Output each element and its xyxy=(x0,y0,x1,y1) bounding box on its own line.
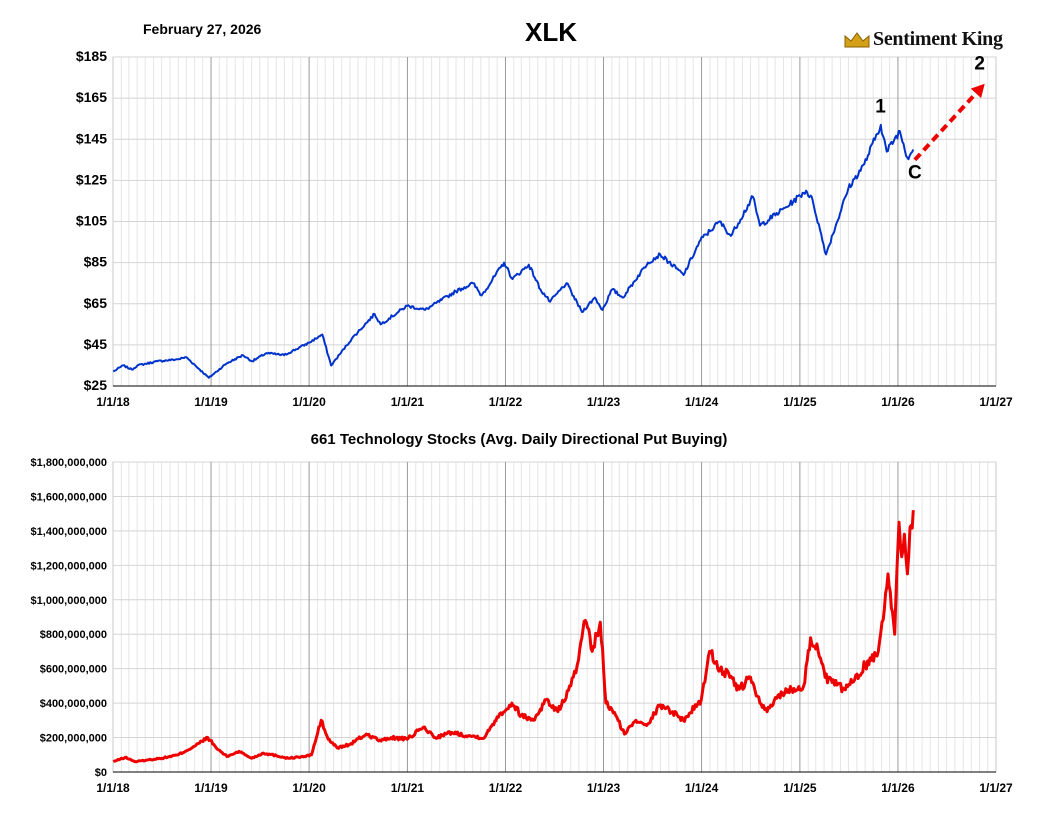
price-series-line xyxy=(112,123,915,379)
price-x-tick-label: 1/1/26 xyxy=(881,395,915,409)
wave-label-2: 2 xyxy=(974,53,985,74)
price-x-tick-label: 1/1/18 xyxy=(96,395,130,409)
wave-label-c: C xyxy=(908,162,922,183)
put-y-tick-label: $600,000,000 xyxy=(40,664,107,676)
put-y-tick-label: $1,600,000,000 xyxy=(31,491,107,503)
chart-date: February 27, 2026 xyxy=(143,21,262,37)
price-y-tick-label: $25 xyxy=(84,377,108,393)
chart-title: XLK xyxy=(525,17,577,47)
put-x-tick-label: 1/1/23 xyxy=(587,781,621,795)
price-x-tick-label: 1/1/19 xyxy=(194,395,228,409)
brand-logo-text: Sentiment King xyxy=(873,28,1003,50)
price-x-tick-label: 1/1/20 xyxy=(292,395,326,409)
price-y-tick-label: $125 xyxy=(76,171,107,187)
brand-logo: Sentiment King xyxy=(843,28,1003,51)
put-series-line xyxy=(112,510,915,764)
price-y-tick-label: $145 xyxy=(76,130,107,146)
put-y-tick-label: $400,000,000 xyxy=(40,698,107,710)
put-x-tick-label: 1/1/27 xyxy=(979,781,1013,795)
price-x-tick-label: 1/1/27 xyxy=(979,395,1013,409)
put-x-tick-label: 1/1/21 xyxy=(391,781,425,795)
price-y-tick-label: $65 xyxy=(84,295,108,311)
put-minor-grid xyxy=(120,462,989,772)
projection-arrow-shaft xyxy=(913,91,978,162)
price-x-tick-label: 1/1/23 xyxy=(587,395,621,409)
price-y-tick-label: $185 xyxy=(76,48,107,64)
put-x-tick-label: 1/1/19 xyxy=(194,781,228,795)
price-y-tick-label: $165 xyxy=(76,89,107,105)
put-y-tick-label: $1,000,000,000 xyxy=(31,595,107,607)
wave-label-1: 1 xyxy=(875,97,886,118)
put-x-tick-label: 1/1/22 xyxy=(489,781,523,795)
projection-arrow-head xyxy=(970,83,985,99)
price-x-tick-label: 1/1/25 xyxy=(783,395,817,409)
put-x-tick-label: 1/1/18 xyxy=(96,781,130,795)
price-x-tick-label: 1/1/21 xyxy=(391,395,425,409)
put-y-tick-label: $1,200,000,000 xyxy=(31,560,107,572)
price-x-tick-label: 1/1/24 xyxy=(685,395,719,409)
put-x-tick-label: 1/1/26 xyxy=(881,781,915,795)
put-chart-title: 661 Technology Stocks (Avg. Daily Direct… xyxy=(310,431,728,448)
put-y-tick-label: $0 xyxy=(95,767,107,779)
put-x-tick-label: 1/1/24 xyxy=(685,781,719,795)
put-y-tick-label: $1,800,000,000 xyxy=(31,457,107,469)
price-y-tick-label: $105 xyxy=(76,213,107,229)
price-x-tick-label: 1/1/22 xyxy=(489,395,523,409)
put-y-tick-label: $800,000,000 xyxy=(40,629,107,641)
put-y-tick-label: $200,000,000 xyxy=(40,733,107,745)
put-y-tick-label: $1,400,000,000 xyxy=(31,526,107,538)
crown-icon xyxy=(844,31,870,47)
price-chart: $25 $45 $65 $85 $105 $125 $145 $165 $185 1/1/18 1/… xyxy=(76,48,1013,409)
price-y-tick-label: $85 xyxy=(84,254,108,270)
price-y-tick-label: $45 xyxy=(84,336,108,352)
put-x-tick-label: 1/1/25 xyxy=(783,781,817,795)
put-x-tick-label: 1/1/20 xyxy=(292,781,326,795)
